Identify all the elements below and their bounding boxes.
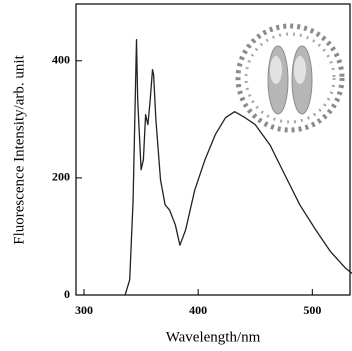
y-tick-label: 0 — [64, 287, 70, 301]
y-tick-label: 200 — [52, 170, 70, 184]
x-tick-label: 300 — [75, 303, 93, 317]
x-axis-label: Wavelength/nm — [166, 329, 261, 345]
x-tick-label: 400 — [189, 303, 207, 317]
molecule-inset — [238, 26, 342, 130]
plot-frame — [76, 4, 350, 295]
y-axis-label: Fluorescence Intensity/arb. unit — [11, 54, 27, 244]
y-tick-label: 400 — [52, 53, 70, 67]
x-tick-label: 500 — [303, 303, 321, 317]
chart: Wavelength/nm Fluorescence Intensity/arb… — [0, 0, 352, 351]
